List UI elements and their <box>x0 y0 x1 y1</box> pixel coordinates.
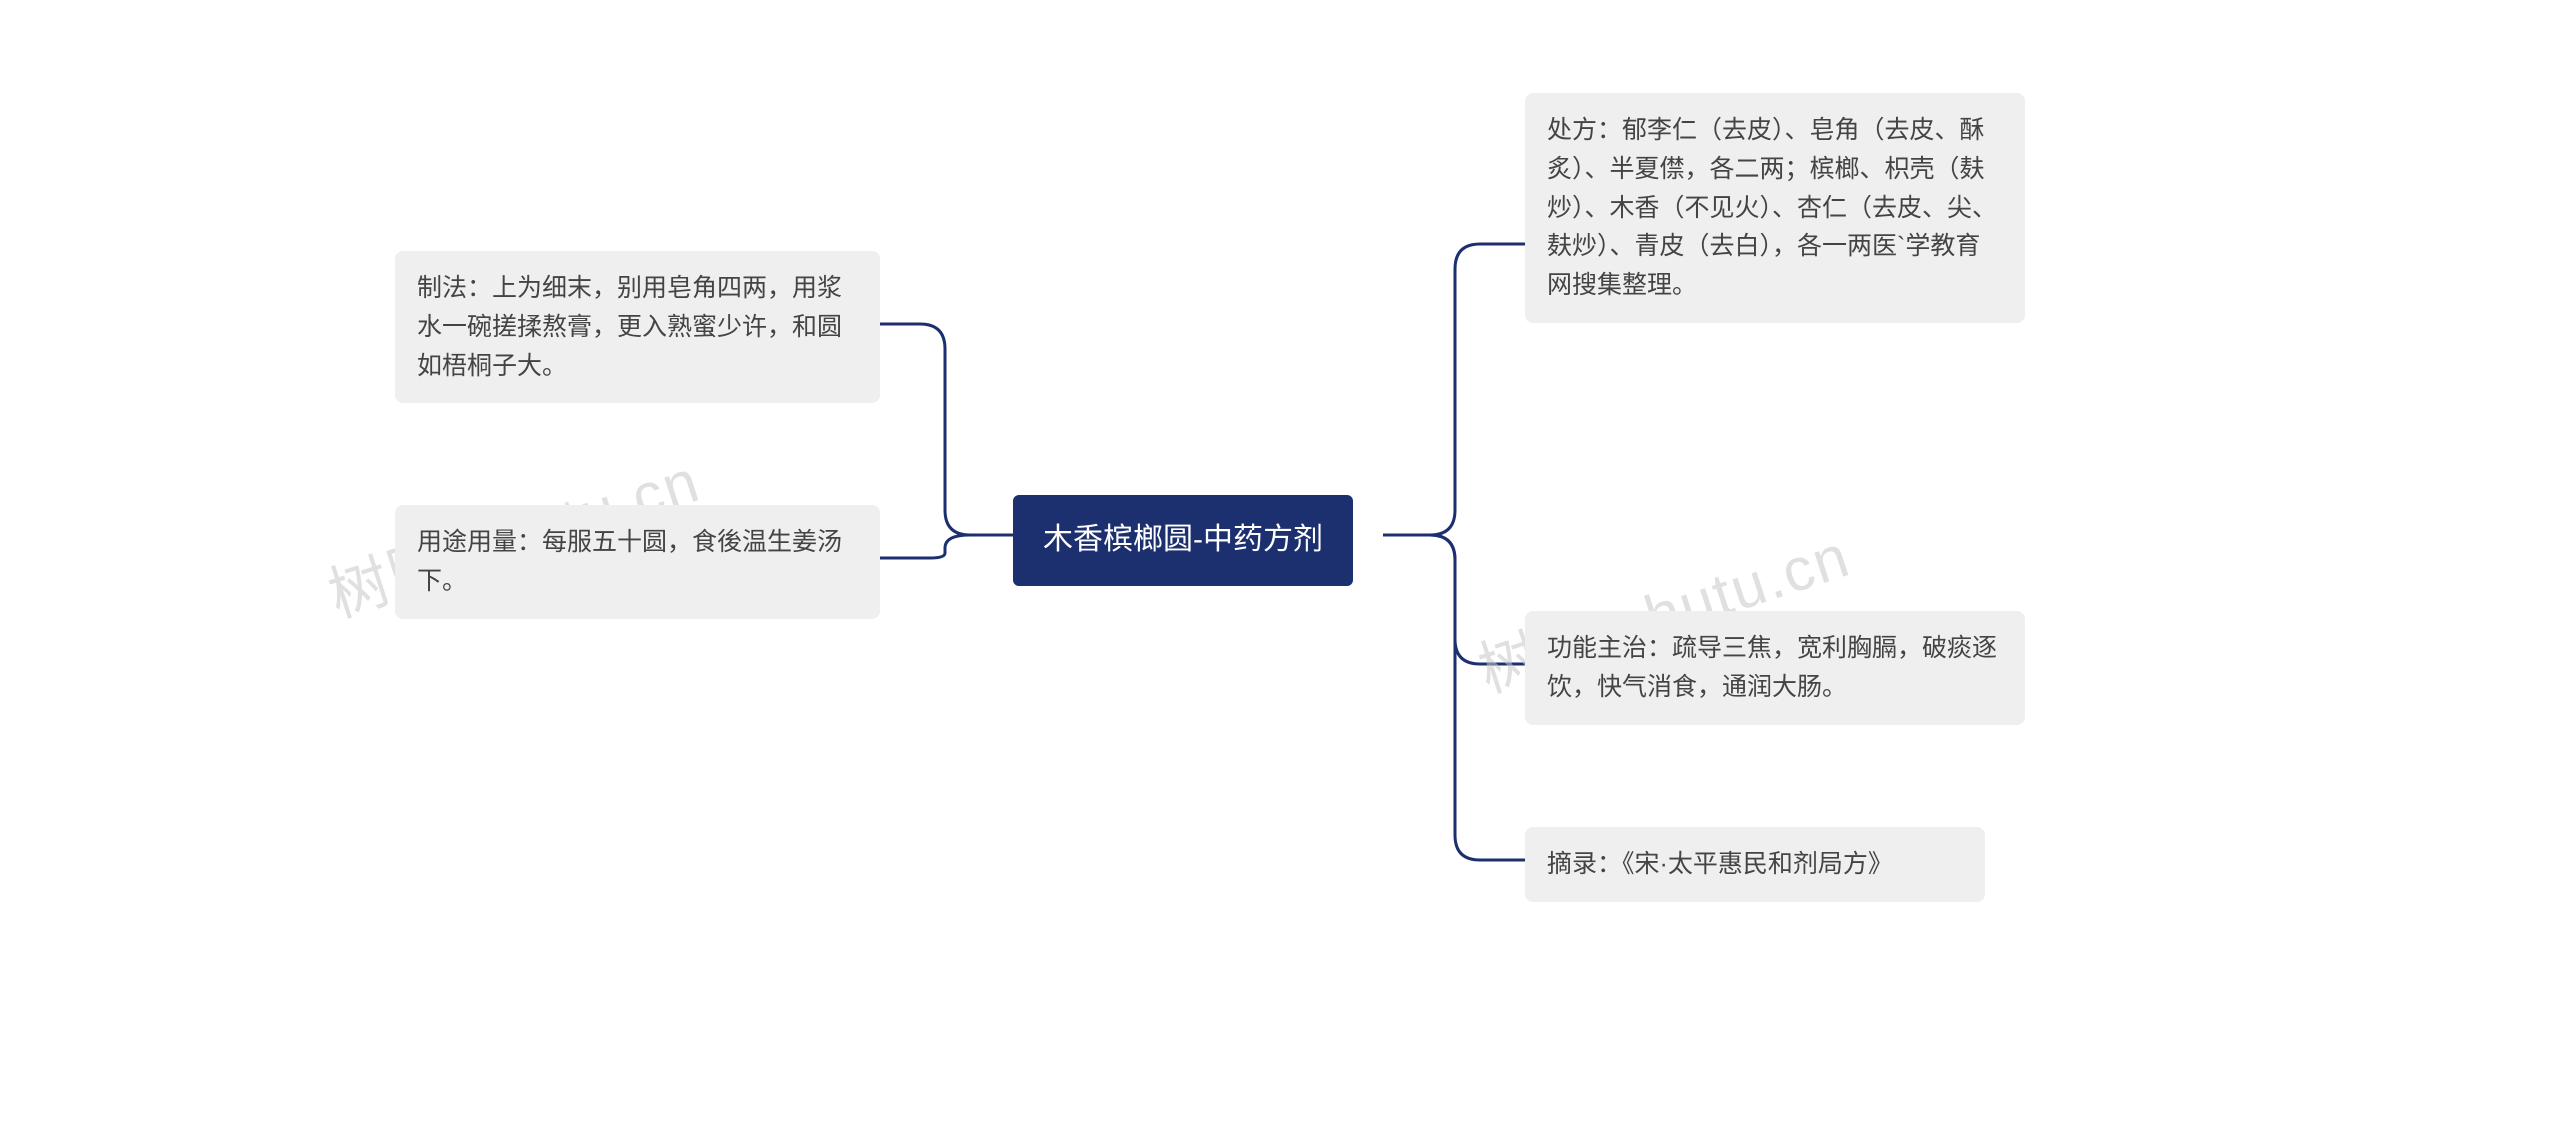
node-usage-text: 用途用量：每服五十圆，食後温生姜汤下。 <box>417 528 842 595</box>
node-function-text: 功能主治：疏导三焦，宽利胸膈，破痰逐饮，快气消食，通润大肠。 <box>1547 634 1997 701</box>
node-prescription-text: 处方：郁李仁（去皮）、皂角（去皮、酥炙）、半夏僸，各二两；槟榔、枳壳（麸炒）、木… <box>1547 116 1997 299</box>
node-preparation[interactable]: 制法：上为细末，别用皂角四两，用浆水一碗搓揉熬膏，更入熟蜜少许，和圆如梧桐子大。 <box>395 251 880 403</box>
node-prescription[interactable]: 处方：郁李仁（去皮）、皂角（去皮、酥炙）、半夏僸，各二两；槟榔、枳壳（麸炒）、木… <box>1525 93 2025 323</box>
node-excerpt-text: 摘录：《宋·太平惠民和剂局方》 <box>1547 850 1893 878</box>
node-preparation-text: 制法：上为细末，别用皂角四两，用浆水一碗搓揉熬膏，更入熟蜜少许，和圆如梧桐子大。 <box>417 274 842 380</box>
central-node-label: 木香槟榔圆-中药方剂 <box>1043 523 1323 556</box>
node-usage[interactable]: 用途用量：每服五十圆，食後温生姜汤下。 <box>395 505 880 619</box>
node-excerpt[interactable]: 摘录：《宋·太平惠民和剂局方》 <box>1525 827 1985 902</box>
node-function[interactable]: 功能主治：疏导三焦，宽利胸膈，破痰逐饮，快气消食，通润大肠。 <box>1525 611 2025 725</box>
central-node[interactable]: 木香槟榔圆-中药方剂 <box>1013 495 1353 586</box>
mindmap-container: 树图 shutu.cn 树图 shutu.cn 木香槟榔圆-中药方剂 制法：上为… <box>0 0 2560 1131</box>
